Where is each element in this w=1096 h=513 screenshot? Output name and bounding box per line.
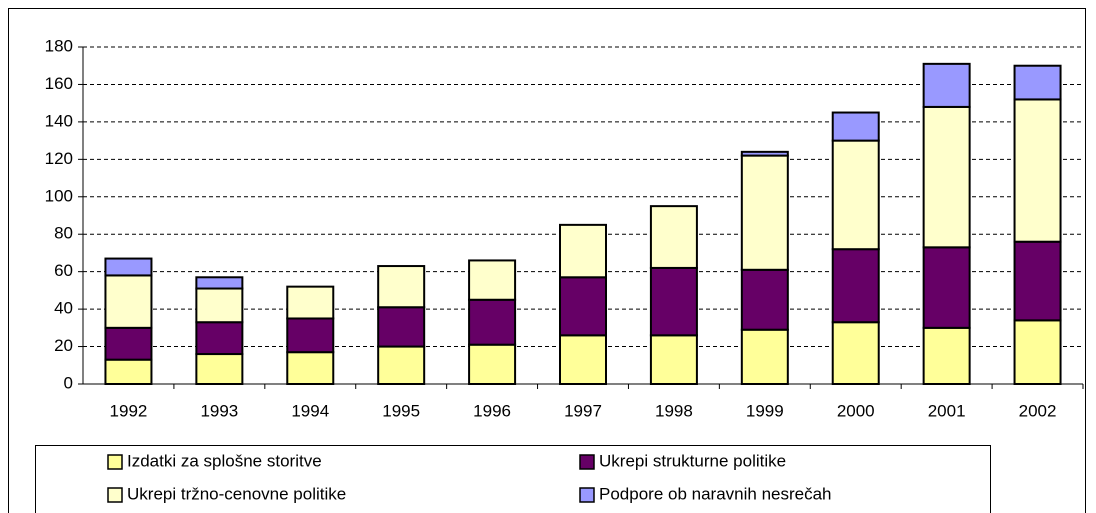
legend-swatch [107,454,123,470]
x-tick-label: 1996 [473,401,511,420]
bar-segment [377,306,426,348]
legend-box [35,445,991,513]
bar-segment [1013,319,1062,386]
bar-segment [1013,98,1062,243]
y-tick-label: 60 [54,261,73,280]
bar-segment [195,276,244,290]
y-tick-label: 100 [45,186,73,205]
bar-segment [104,274,153,329]
x-tick-label: 1993 [200,401,238,420]
x-tick-label: 2000 [837,401,875,420]
bar-segment [559,223,607,279]
legend-swatch [107,487,123,503]
y-tick-label: 20 [54,336,73,355]
bar-segment [195,353,244,385]
bar-segment [831,111,880,142]
bar-segment [649,205,698,269]
bar-segment [922,62,971,108]
bar-segment [740,268,789,331]
bar-segment [740,150,789,157]
bar-segment [286,285,335,320]
y-tick-label: 160 [45,74,73,93]
bar-segment [831,248,880,324]
bar-segment [1013,240,1062,322]
bar-segment [468,343,517,385]
legend-label: Podpore ob naravnih nesrečah [599,484,832,503]
bar-segment [286,351,335,385]
legend-swatch [579,454,595,470]
bar-segment [922,326,971,386]
chart-border [8,8,1086,513]
x-tick-label: 2002 [1019,401,1057,420]
x-tick-label: 1999 [746,401,784,420]
bar-segment [740,154,789,271]
x-tick-label: 1994 [291,401,329,420]
bar-segment [468,259,517,301]
x-tick-label: 1992 [110,401,148,420]
bar-segment [831,139,880,251]
bar-segment [104,358,153,385]
bar-segment [740,328,789,386]
bar-segment [104,257,153,277]
x-tick-label: 1997 [564,401,602,420]
legend-swatch [579,487,595,503]
legend-label: Ukrepi strukturne politike [599,451,786,470]
legend-label: Ukrepi tržno-cenovne politike [127,484,346,503]
bar-segment [922,105,971,249]
x-tick-label: 1998 [655,401,693,420]
bar-segment [831,321,880,386]
bar-segment [377,265,426,309]
bar-segment [1013,64,1062,101]
legend-label: Izdatki za splošne storitve [127,451,322,470]
bar-segment [559,334,607,386]
x-tick-label: 1995 [382,401,420,420]
bar-segment [922,246,971,329]
y-tick-label: 40 [54,299,73,318]
bar-segment [559,276,607,337]
x-tick-label: 2001 [928,401,966,420]
bar-segment [195,287,244,324]
y-tick-label: 140 [45,111,73,130]
bar-segment [195,321,244,356]
bar-segment [286,317,335,354]
y-tick-label: 180 [45,36,73,55]
bar-segment [377,345,426,385]
y-tick-label: 80 [54,224,73,243]
bar-segment [468,298,517,346]
y-tick-label: 0 [64,373,73,392]
bar-segment [649,266,698,337]
y-tick-label: 120 [45,149,73,168]
bar-segment [104,326,153,361]
bar-segment [649,334,698,386]
